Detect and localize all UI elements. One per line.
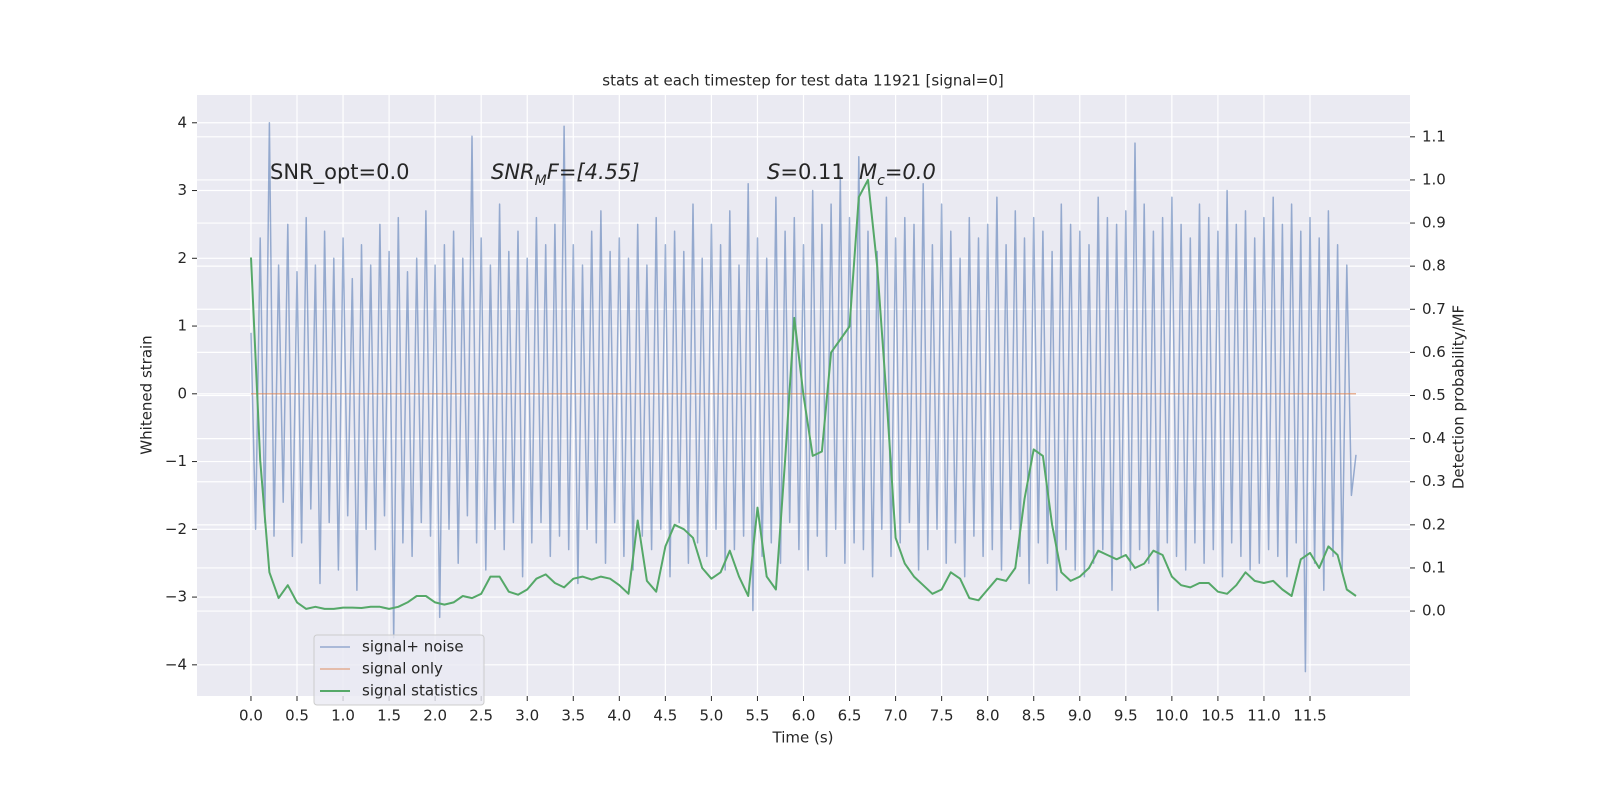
x-tick-label: 0.5 xyxy=(285,707,309,725)
x-tick-label: 1.5 xyxy=(377,707,401,725)
x-tick-label: 0.0 xyxy=(239,707,263,725)
marks xyxy=(250,122,1357,673)
y-tick-label: −3 xyxy=(165,588,187,606)
y2-tick-label: 0.8 xyxy=(1422,257,1446,275)
x-tick-label: 7.0 xyxy=(884,707,908,725)
x-tick-label: 11.5 xyxy=(1293,707,1326,725)
annotation: S=0.11 xyxy=(767,160,845,184)
x-tick-label: 6.0 xyxy=(792,707,816,725)
x-tick-label: 6.5 xyxy=(838,707,862,725)
chart-title: stats at each timestep for test data 119… xyxy=(602,72,1003,90)
y-tick-label: 3 xyxy=(177,181,187,199)
y-tick-label: 4 xyxy=(177,113,187,131)
y-tick-label: −4 xyxy=(165,655,187,673)
x-tick-label: 7.5 xyxy=(930,707,954,725)
y-tick-label: −2 xyxy=(165,520,187,538)
x-tick-label: 10.0 xyxy=(1155,707,1188,725)
x-tick-label: 2.0 xyxy=(423,707,447,725)
y2-axis-label: Detection probability/MF xyxy=(1450,305,1468,489)
y2-tick-label: 0.9 xyxy=(1422,214,1446,232)
y2-tick-label: 0.1 xyxy=(1422,558,1446,576)
y-tick-label: −1 xyxy=(165,452,187,470)
legend-label: signal+ noise xyxy=(362,638,464,656)
x-tick-label: 3.5 xyxy=(561,707,585,725)
x-tick-label: 2.5 xyxy=(469,707,493,725)
x-tick-label: 4.0 xyxy=(607,707,631,725)
x-tick-label: 5.0 xyxy=(699,707,723,725)
y-axis-label: Whitened strain xyxy=(138,335,156,454)
x-tick-label: 9.5 xyxy=(1114,707,1138,725)
y2-tick-label: 0.0 xyxy=(1422,602,1446,620)
y2-tick-label: 0.2 xyxy=(1422,515,1446,533)
legend-box xyxy=(313,634,485,706)
series-line xyxy=(250,178,1357,610)
legend-label: signal only xyxy=(362,660,443,678)
annotation: SNRMF=[4.55] xyxy=(491,160,640,189)
y-tick-label: 0 xyxy=(177,384,187,402)
x-tick-label: 5.5 xyxy=(746,707,770,725)
y-tick-label: 1 xyxy=(177,317,187,335)
x-tick-label: 1.0 xyxy=(331,707,355,725)
x-tick-label: 3.0 xyxy=(515,707,539,725)
y-tick-label: 2 xyxy=(177,249,187,267)
y2-tick-label: 0.3 xyxy=(1422,472,1446,490)
x-tick-label: 4.5 xyxy=(653,707,677,725)
annotation: Mc=0.0 xyxy=(859,160,936,189)
x-tick-label: 11.0 xyxy=(1247,707,1280,725)
y2-tick-label: 0.4 xyxy=(1422,429,1446,447)
x-axis-label: Time (s) xyxy=(772,729,834,747)
y2-tick-label: 0.7 xyxy=(1422,300,1446,318)
x-tick-label: 8.5 xyxy=(1022,707,1046,725)
series-line xyxy=(250,122,1357,673)
x-tick-label: 9.0 xyxy=(1068,707,1092,725)
axes: 0.0 0.5 1.0 1.5 2.0 2.5 3.0 3.5 4.0 4.5 5.0 5.5 6.0 6… xyxy=(165,113,1446,724)
y2-tick-label: 1.0 xyxy=(1422,170,1446,188)
legend-label: signal statistics xyxy=(362,682,478,700)
x-tick-label: 10.5 xyxy=(1201,707,1234,725)
legend: signal+ noise signal only signal statistic… xyxy=(313,634,485,706)
y2-tick-label: 0.6 xyxy=(1422,343,1446,361)
annotation: SNR_opt=0.0 xyxy=(270,160,410,185)
y2-tick-label: 1.1 xyxy=(1422,127,1446,145)
x-tick-label: 8.0 xyxy=(976,707,1000,725)
y2-tick-label: 0.5 xyxy=(1422,386,1446,404)
